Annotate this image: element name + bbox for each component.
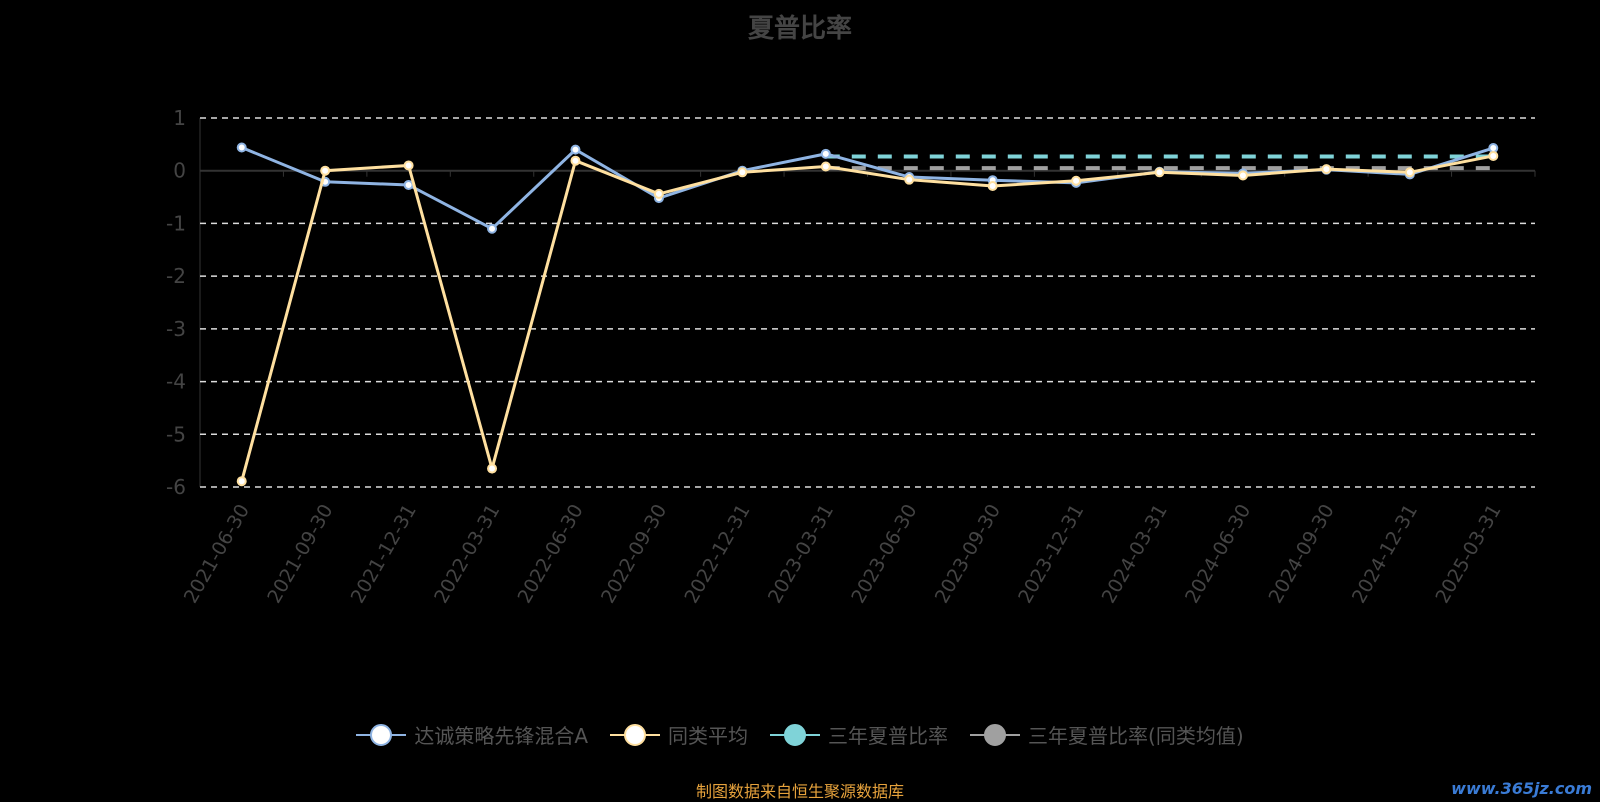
x-tick-label: 2023-06-30 [847, 501, 921, 608]
x-tick-label: 2023-12-31 [1014, 501, 1088, 608]
data-point [487, 223, 498, 234]
data-point [1071, 175, 1082, 186]
y-tick-label: 1 [173, 106, 186, 130]
data-point [570, 144, 581, 155]
x-tick-label: 2024-06-30 [1181, 501, 1255, 608]
watermark: www.365jz.com [1451, 779, 1592, 798]
y-tick-label: -4 [166, 370, 186, 394]
series-line-0 [241, 146, 1494, 231]
legend-item[interactable]: 同类平均 [610, 720, 748, 749]
data-point [1237, 170, 1248, 181]
x-tick-label: 2022-12-31 [680, 501, 754, 608]
data-point [653, 188, 664, 199]
y-tick-label: -5 [166, 422, 186, 446]
x-tick-label: 2024-12-31 [1348, 501, 1422, 608]
x-tick-label: 2023-03-31 [764, 501, 838, 608]
y-tick-label: -3 [166, 317, 186, 341]
y-tick-label: 0 [173, 159, 186, 183]
data-point [904, 174, 915, 185]
data-point [403, 179, 414, 190]
x-tick-label: 2022-03-31 [430, 501, 504, 608]
x-tick-label: 2024-09-30 [1264, 501, 1338, 608]
legend: 达诚策略先锋混合A 同类平均 三年夏普比率 三年夏普比率(同类均值) [0, 720, 1600, 749]
x-tick-label: 2021-09-30 [263, 501, 337, 608]
data-point [737, 167, 748, 178]
data-point [236, 142, 247, 153]
legend-label: 同类平均 [668, 724, 749, 748]
legend-label: 三年夏普比率(同类均值) [1028, 724, 1244, 748]
data-point [403, 160, 414, 171]
legend-marker-icon [610, 723, 661, 746]
source-note: 制图数据来自恒生聚源数据库 [695, 782, 904, 801]
x-tick-label: 2023-09-30 [931, 501, 1005, 608]
legend-label: 达诚策略先锋混合A [414, 724, 589, 748]
legend-label: 三年夏普比率 [828, 724, 949, 748]
legend-marker-icon [770, 723, 821, 746]
data-point [987, 181, 998, 192]
x-tick-label: 2025-03-31 [1431, 501, 1505, 608]
y-tick-label: -6 [166, 475, 186, 499]
data-point [820, 148, 831, 159]
data-point [236, 476, 247, 487]
x-tick-label: 2021-06-30 [180, 501, 254, 608]
legend-item[interactable]: 三年夏普比率(同类均值) [970, 720, 1244, 749]
chart-title: 夏普比率 [747, 14, 852, 44]
y-tick-label: -2 [166, 264, 186, 288]
data-point [1404, 167, 1415, 178]
data-point [487, 463, 498, 474]
x-tick-label: 2021-12-31 [347, 501, 421, 608]
legend-item[interactable]: 达诚策略先锋混合A [356, 720, 588, 749]
data-point [1488, 143, 1499, 154]
series-line-1 [240, 154, 1494, 482]
y-tick-label: -1 [166, 211, 186, 235]
legend-marker-icon [970, 723, 1021, 746]
data-point [1321, 164, 1332, 175]
data-point [1488, 150, 1499, 161]
legend-marker-icon [356, 723, 407, 746]
x-tick-label: 2022-06-30 [514, 501, 588, 608]
data-point [1154, 167, 1165, 178]
legend-item[interactable]: 三年夏普比率 [770, 720, 948, 749]
data-point [570, 155, 581, 166]
data-point [820, 161, 831, 172]
data-point [320, 165, 331, 176]
x-tick-label: 2022-09-30 [597, 501, 671, 608]
x-tick-label: 2024-03-31 [1098, 501, 1172, 608]
